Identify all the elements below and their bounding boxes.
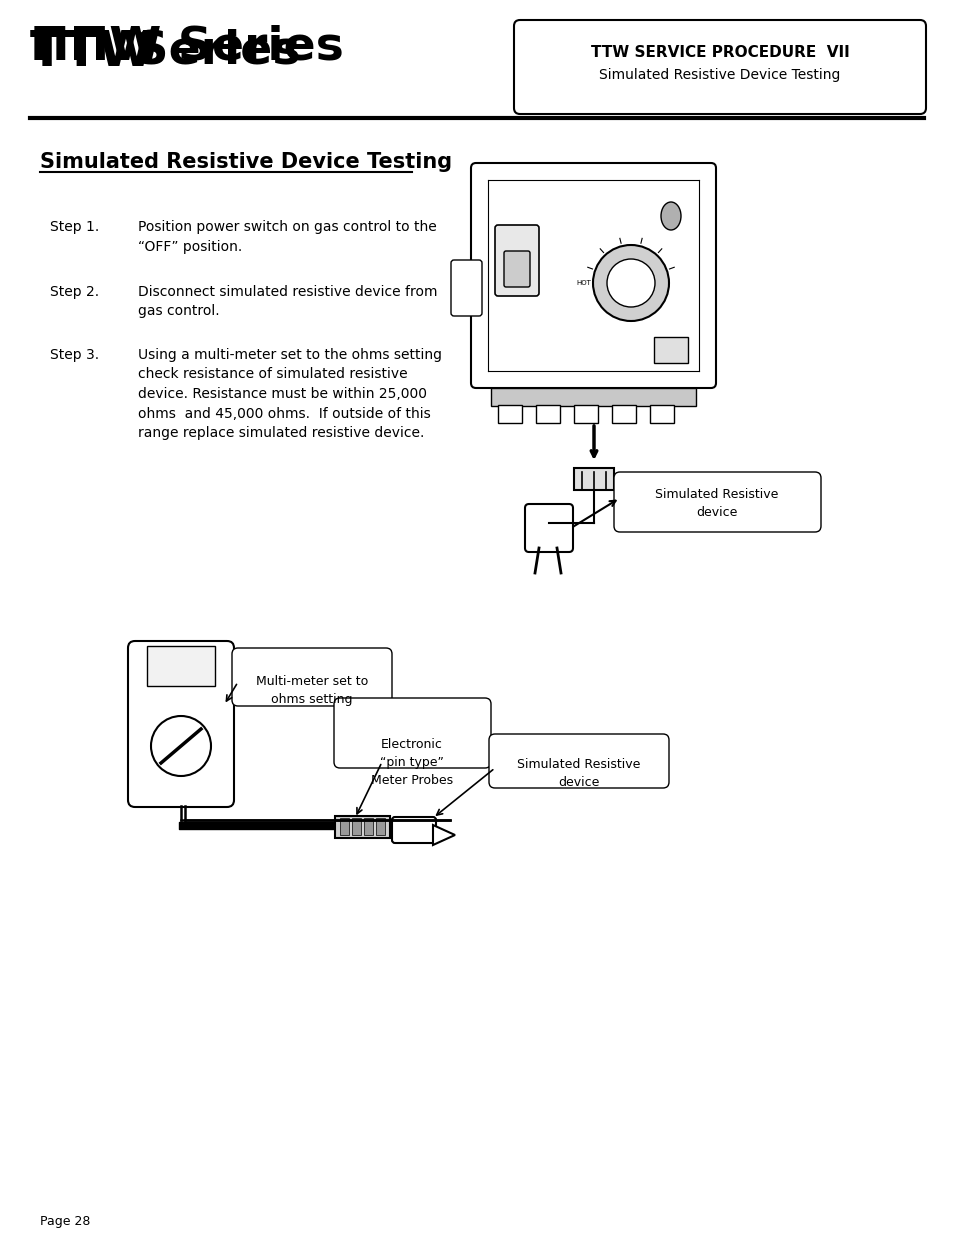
FancyBboxPatch shape <box>524 504 573 552</box>
Text: HOT: HOT <box>576 280 590 287</box>
Text: Position power switch on gas control to the
“OFF” position.: Position power switch on gas control to … <box>138 220 436 253</box>
Text: Simulated Resistive Device Testing: Simulated Resistive Device Testing <box>598 68 840 82</box>
FancyBboxPatch shape <box>334 698 491 768</box>
Circle shape <box>593 245 668 321</box>
Bar <box>335 816 390 839</box>
Text: Simulated Resistive
device: Simulated Resistive device <box>517 758 640 789</box>
FancyBboxPatch shape <box>489 734 668 788</box>
FancyBboxPatch shape <box>614 472 821 532</box>
Polygon shape <box>433 825 455 845</box>
Bar <box>649 405 673 424</box>
Bar <box>574 468 614 490</box>
Circle shape <box>151 716 211 776</box>
Text: Multi-meter set to
ohms setting: Multi-meter set to ohms setting <box>255 676 368 706</box>
Bar <box>497 405 521 424</box>
Bar <box>364 818 373 835</box>
Text: Using a multi-meter set to the ohms setting
check resistance of simulated resist: Using a multi-meter set to the ohms sett… <box>138 348 441 440</box>
FancyBboxPatch shape <box>451 261 481 316</box>
Bar <box>147 646 214 685</box>
Text: Series: Series <box>118 28 300 73</box>
Text: Disconnect simulated resistive device from
gas control.: Disconnect simulated resistive device fr… <box>138 285 437 319</box>
Bar <box>612 405 636 424</box>
FancyBboxPatch shape <box>654 337 687 363</box>
Bar <box>491 388 696 406</box>
Text: Step 1.: Step 1. <box>50 220 99 233</box>
Text: Simulated Resistive Device Testing: Simulated Resistive Device Testing <box>40 152 452 172</box>
Text: Simulated Resistive
device: Simulated Resistive device <box>655 488 778 519</box>
Bar <box>574 405 598 424</box>
Bar <box>339 818 349 835</box>
FancyBboxPatch shape <box>232 648 392 706</box>
Bar <box>536 405 559 424</box>
Text: Step 2.: Step 2. <box>50 285 99 299</box>
Text: Electronic
“pin type”
Meter Probes: Electronic “pin type” Meter Probes <box>371 739 453 787</box>
Bar <box>375 818 385 835</box>
Ellipse shape <box>660 203 680 230</box>
FancyBboxPatch shape <box>503 251 530 287</box>
Text: TTW SERVICE PROCEDURE  VII: TTW SERVICE PROCEDURE VII <box>590 44 848 61</box>
FancyBboxPatch shape <box>471 163 716 388</box>
Bar <box>352 818 360 835</box>
Circle shape <box>606 259 655 308</box>
FancyBboxPatch shape <box>392 818 436 844</box>
Text: Page 28: Page 28 <box>40 1215 91 1228</box>
Text: TTW: TTW <box>30 28 154 77</box>
Text: Step 3.: Step 3. <box>50 348 99 362</box>
FancyBboxPatch shape <box>514 20 925 114</box>
FancyBboxPatch shape <box>495 225 538 296</box>
FancyBboxPatch shape <box>128 641 233 806</box>
Text: ΠΠW Series: ΠΠW Series <box>30 25 343 70</box>
